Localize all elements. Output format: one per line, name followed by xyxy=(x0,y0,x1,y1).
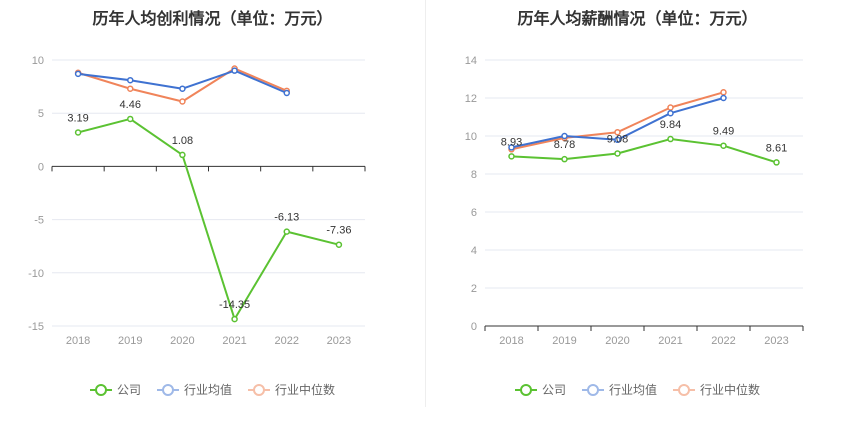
legend-item-industry-avg[interactable]: 行业均值 xyxy=(581,381,657,398)
y-tick-label: 10 xyxy=(32,55,44,67)
x-tick-label: 2021 xyxy=(222,335,246,347)
y-tick-label: 10 xyxy=(465,131,477,143)
x-tick-label: 2022 xyxy=(275,335,299,347)
data-point-company xyxy=(179,151,186,159)
x-tick-label: 2018 xyxy=(66,335,90,347)
data-point-industry-avg xyxy=(231,67,238,74)
y-tick-label: 0 xyxy=(38,161,44,173)
data-point-company xyxy=(508,153,515,160)
x-tick-label: 2019 xyxy=(118,335,142,347)
data-label: 4.46 xyxy=(120,99,141,111)
x-tick-label: 2023 xyxy=(764,335,788,347)
data-point-company xyxy=(773,159,780,166)
x-tick-label: 2022 xyxy=(711,335,735,347)
legend-label-company: 公司 xyxy=(116,383,141,397)
y-tick-label: -5 xyxy=(34,215,44,227)
y-tick-label: 2 xyxy=(471,283,477,295)
data-point-industry-avg xyxy=(74,70,82,78)
y-tick-label: 6 xyxy=(471,207,477,219)
series-line-company xyxy=(77,117,340,321)
data-label: 9.84 xyxy=(660,119,681,131)
chart-title: 历年人均薪酬情况（单位：万元） xyxy=(517,11,758,28)
data-point-company xyxy=(231,315,238,323)
data-label: 9.49 xyxy=(713,126,734,138)
chart-legend: 公司 行业均值 行业中位数 xyxy=(425,381,850,398)
y-tick-label: 8 xyxy=(471,169,477,181)
data-point-industry-avg xyxy=(561,132,568,140)
data-point-industry-avg xyxy=(667,109,674,117)
data-point-industry-median xyxy=(720,89,727,96)
data-label: 3.19 xyxy=(67,112,88,124)
y-tick-label: 5 xyxy=(38,108,44,120)
y-tick-label: -15 xyxy=(28,321,44,333)
y-tick-label: 14 xyxy=(465,55,477,67)
legend-label-industry-avg: 行业均值 xyxy=(608,383,657,397)
y-tick-label: -10 xyxy=(28,268,44,280)
data-point-industry-avg xyxy=(508,144,515,151)
panel-divider xyxy=(425,0,426,407)
data-point-industry-avg xyxy=(283,89,290,97)
series-line-industry-median xyxy=(77,67,288,103)
data-label: 8.93 xyxy=(501,136,522,148)
data-point-company xyxy=(561,155,568,163)
x-tick-label: 2018 xyxy=(499,335,523,347)
data-label: 9.08 xyxy=(607,133,628,145)
data-point-company xyxy=(127,115,134,123)
data-label: 1.08 xyxy=(172,135,193,147)
data-point-industry-avg xyxy=(720,94,727,102)
data-point-industry-median xyxy=(127,85,134,92)
y-tick-label: 12 xyxy=(465,93,477,105)
profit-chart-plot: 10 5 0 -5 -10 -15 2018 2019 2020 2021 2022 2023 3.19… xyxy=(28,55,366,347)
data-point-company xyxy=(283,228,290,235)
data-point-industry-avg xyxy=(127,76,134,84)
legend-marker-icon xyxy=(156,383,179,396)
legend-marker-icon xyxy=(581,383,604,396)
y-tick-label: 0 xyxy=(471,321,477,333)
legend-label-industry-avg: 行业均值 xyxy=(183,383,232,397)
legend-item-industry-median[interactable]: 行业中位数 xyxy=(673,381,760,398)
data-point-company xyxy=(614,150,621,157)
legend-item-industry-avg[interactable]: 行业均值 xyxy=(156,381,232,398)
x-tick-label: 2023 xyxy=(327,335,351,347)
data-label: 8.61 xyxy=(766,142,787,154)
data-point-company xyxy=(667,135,674,143)
x-tick-label: 2020 xyxy=(605,335,629,347)
data-point-industry-median xyxy=(614,128,621,136)
x-tick-label: 2021 xyxy=(658,335,682,347)
legend-item-company[interactable]: 公司 xyxy=(514,381,566,398)
data-point-industry-avg xyxy=(179,85,186,92)
y-tick-label: 4 xyxy=(471,245,477,257)
legend-marker-icon xyxy=(514,383,537,396)
series-line-company xyxy=(511,138,777,164)
data-point-company xyxy=(335,241,343,248)
legend-item-company[interactable]: 公司 xyxy=(89,381,141,398)
data-point-industry-median xyxy=(179,98,186,105)
legend-label-industry-median: 行业中位数 xyxy=(275,383,336,397)
legend-item-industry-median[interactable]: 行业中位数 xyxy=(248,381,335,398)
legend-marker-icon xyxy=(673,383,695,396)
data-label: 8.78 xyxy=(554,139,575,151)
legend-label-company: 公司 xyxy=(541,383,566,397)
data-point-company xyxy=(720,142,727,149)
data-point-industry-median xyxy=(667,104,674,111)
profit-per-capita-chart: 历年人均创利情况（单位：万元） 10 5 0 -5 -10 -15 2018 2019 2020… xyxy=(0,11,425,398)
chart-title: 历年人均创利情况（单位：万元） xyxy=(92,11,333,28)
data-label: -6.13 xyxy=(274,212,299,224)
salary-per-capita-chart: 历年人均薪酬情况（单位：万元） 14 12 10 8 6 4 2 0 2018 2019 2020 2… xyxy=(425,0,850,437)
legend-marker-icon xyxy=(89,383,112,396)
data-point-industry-avg xyxy=(614,136,621,144)
x-tick-label: 2020 xyxy=(170,335,194,347)
data-label: -7.36 xyxy=(326,225,351,237)
salary-chart-plot: 14 12 10 8 6 4 2 0 2018 2019 2020 2021 2022 2023 8.93 8… xyxy=(465,55,804,347)
data-label: -14.35 xyxy=(219,299,250,311)
legend-label-industry-median: 行业中位数 xyxy=(700,383,761,397)
legend-marker-icon xyxy=(248,383,270,396)
x-tick-label: 2019 xyxy=(552,335,576,347)
chart-legend: 公司 行业均值 行业中位数 xyxy=(0,381,425,398)
data-point-company xyxy=(74,129,82,136)
